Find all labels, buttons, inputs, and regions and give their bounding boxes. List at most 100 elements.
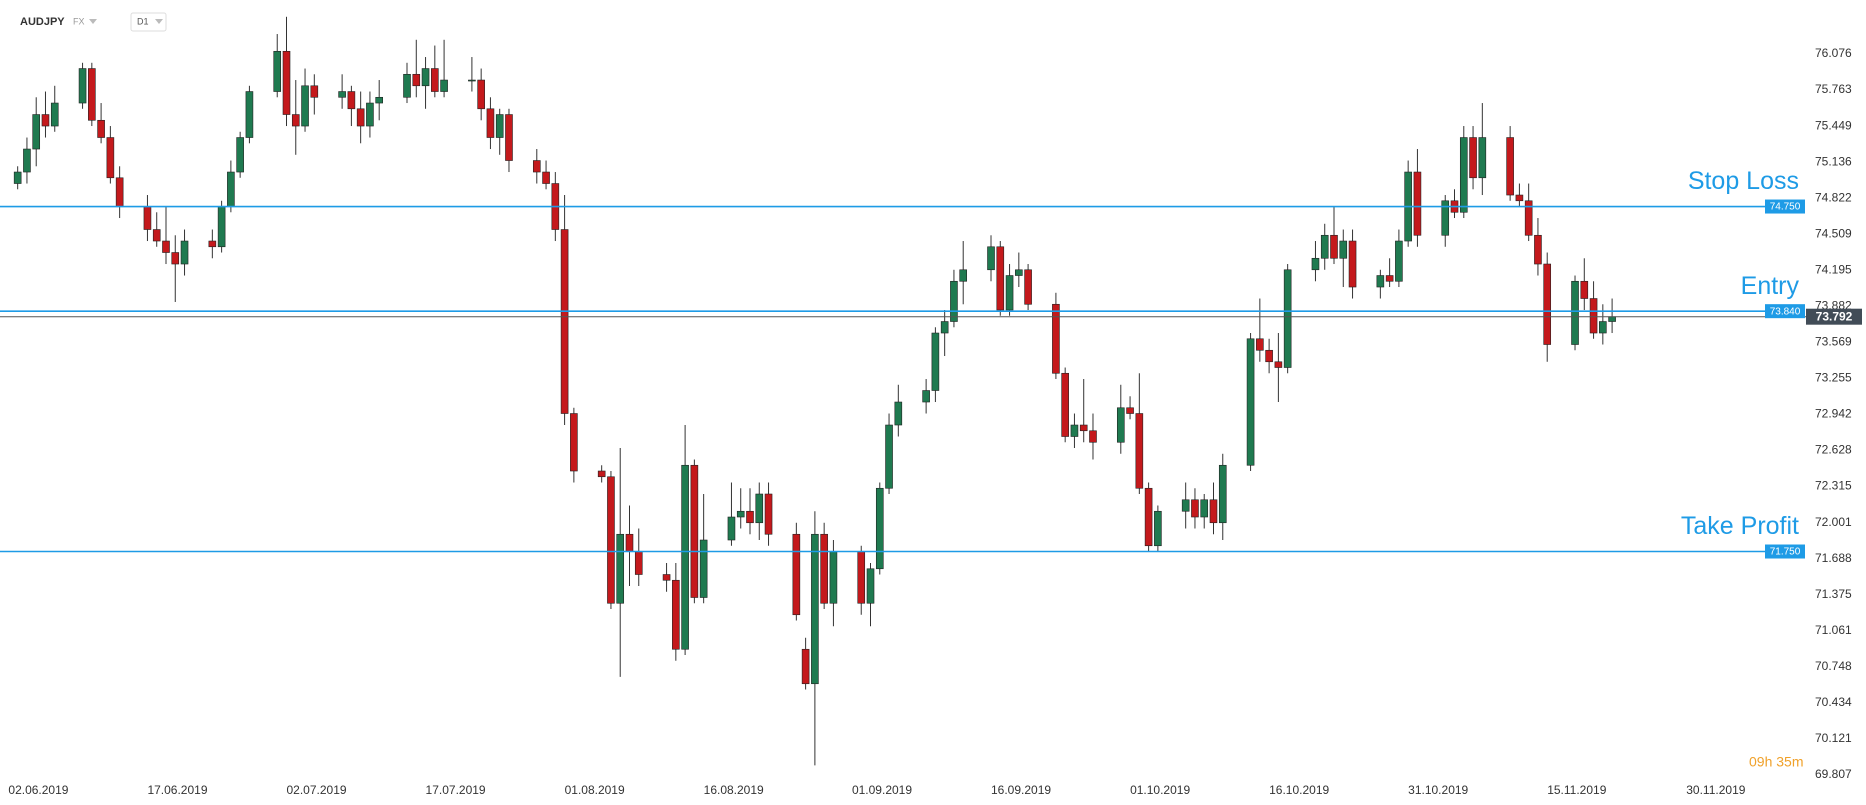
candle-body xyxy=(1218,464,1227,524)
candle-body xyxy=(245,91,254,138)
y-tick-label: 73.255 xyxy=(1815,371,1852,385)
candle-body xyxy=(959,269,968,282)
candle-body xyxy=(570,413,578,472)
symbol[interactable]: AUDJPY xyxy=(20,16,65,28)
candle-body xyxy=(88,68,96,121)
candle-body xyxy=(310,85,319,98)
candle-body xyxy=(542,171,550,184)
candle-body xyxy=(1061,372,1069,437)
candle-body xyxy=(143,206,152,230)
y-tick-label: 71.375 xyxy=(1815,587,1852,601)
candle-body xyxy=(820,533,828,604)
candle-body xyxy=(23,148,31,173)
candle-body xyxy=(1070,424,1079,437)
candle-body xyxy=(672,579,680,650)
candle-body xyxy=(13,171,22,184)
candle-body xyxy=(366,102,374,127)
level-name: Entry xyxy=(1741,272,1800,300)
x-tick-label: 01.10.2019 xyxy=(1130,783,1190,797)
candle-body xyxy=(338,91,346,98)
y-tick-label: 70.748 xyxy=(1815,659,1852,673)
candle-body xyxy=(1154,510,1162,547)
candle-body xyxy=(1459,137,1468,213)
candle-body xyxy=(736,510,745,518)
y-tick-label: 72.942 xyxy=(1815,407,1852,421)
candle-body xyxy=(301,85,309,127)
candle-body xyxy=(699,539,708,598)
candle-body xyxy=(755,493,764,524)
candle-body xyxy=(1181,499,1190,512)
dropdown-arrow[interactable] xyxy=(89,19,97,24)
candle-body xyxy=(505,114,513,161)
candle-body xyxy=(217,206,226,248)
candle-body xyxy=(792,533,801,616)
candle-body xyxy=(1079,424,1088,432)
y-tick-label: 69.807 xyxy=(1815,767,1852,781)
level-name: Take Profit xyxy=(1681,512,1799,540)
timeframe[interactable]: D1 xyxy=(137,16,149,26)
y-tick-label: 72.001 xyxy=(1815,515,1852,529)
y-tick-label: 75.449 xyxy=(1815,118,1852,132)
candle-body xyxy=(162,240,170,253)
candle-body xyxy=(607,476,615,604)
candle-body xyxy=(1571,280,1579,345)
y-tick-label: 74.822 xyxy=(1815,190,1852,204)
y-tick-label: 70.434 xyxy=(1815,695,1852,709)
level-price-label: 74.750 xyxy=(1770,202,1801,213)
candle-body xyxy=(1246,338,1255,466)
candle-body xyxy=(1385,275,1394,282)
level-price-label: 73.840 xyxy=(1770,306,1801,317)
candle-body xyxy=(412,73,421,87)
candle-body xyxy=(403,73,411,98)
candle-body xyxy=(227,171,235,207)
candle-body xyxy=(32,114,41,150)
candle-body xyxy=(236,137,244,173)
y-tick-label: 75.763 xyxy=(1815,82,1852,96)
candle-body xyxy=(1339,240,1348,259)
y-tick-label: 72.628 xyxy=(1815,443,1852,457)
market: FX xyxy=(73,16,85,26)
level-tag xyxy=(1765,544,1805,559)
candle-body xyxy=(922,390,930,403)
candle-body xyxy=(50,102,59,127)
dropdown-arrow[interactable] xyxy=(155,19,163,24)
x-tick-label: 01.09.2019 xyxy=(852,783,912,797)
candle-body xyxy=(1395,240,1403,282)
candle-body xyxy=(987,246,995,271)
x-tick-label: 02.07.2019 xyxy=(286,783,346,797)
candle-body xyxy=(1599,321,1607,334)
candle-body xyxy=(495,114,504,138)
candle-body xyxy=(106,137,115,179)
x-tick-label: 01.08.2019 xyxy=(565,783,625,797)
candle-body xyxy=(208,240,217,248)
candle-body xyxy=(97,119,105,138)
candle-body xyxy=(1015,269,1023,276)
x-tick-label: 16.10.2019 xyxy=(1269,783,1329,797)
candle-body xyxy=(1469,137,1477,179)
level-tag xyxy=(1765,304,1805,319)
candle-body xyxy=(1543,263,1552,345)
candle-body xyxy=(1534,234,1542,265)
candle-body xyxy=(1200,499,1209,518)
x-tick-label: 02.06.2019 xyxy=(8,783,68,797)
timeframe-box[interactable] xyxy=(130,12,167,32)
candle-body xyxy=(291,114,300,127)
candle-body xyxy=(829,551,838,604)
candle-body xyxy=(1283,269,1292,368)
candle-body xyxy=(1348,240,1357,288)
candle-body xyxy=(1116,407,1125,443)
candle-body xyxy=(1506,137,1514,196)
candle-body xyxy=(532,160,541,173)
x-tick-label: 30.11.2019 xyxy=(1686,783,1745,797)
candle-body xyxy=(1089,430,1097,443)
candle-body xyxy=(875,487,884,570)
level-tag xyxy=(1765,199,1805,214)
candle-body xyxy=(282,50,291,115)
candle-body xyxy=(801,648,810,685)
candle-body xyxy=(1320,234,1329,259)
candle-body xyxy=(1274,361,1283,368)
y-tick-label: 75.136 xyxy=(1815,154,1852,168)
candle-body xyxy=(727,516,736,541)
